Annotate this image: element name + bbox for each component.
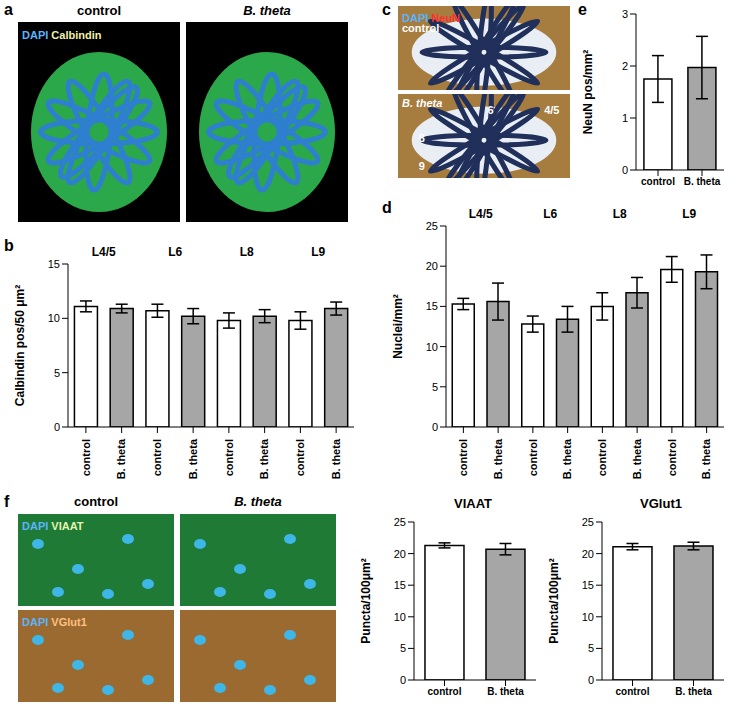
html-text:VGlut1: VGlut1 — [640, 496, 682, 511]
svg-text:control: control — [80, 439, 92, 476]
svg-text:10: 10 — [426, 341, 438, 353]
svg-text:2: 2 — [622, 60, 628, 72]
svg-text:0: 0 — [588, 674, 594, 686]
svg-text:L9: L9 — [311, 245, 325, 259]
svg-text:20: 20 — [582, 548, 594, 560]
svg-text:Puncta/100μm²: Puncta/100μm² — [548, 558, 561, 643]
svg-text:control: control — [527, 439, 539, 476]
svg-text:L6: L6 — [543, 207, 557, 221]
svg-text:20: 20 — [394, 548, 406, 560]
html-text:B. theta: B. theta — [402, 97, 443, 109]
html-text:8: 8 — [418, 131, 425, 144]
svg-text:control: control — [223, 439, 235, 476]
svg-text:control: control — [666, 439, 678, 476]
svg-text:control: control — [294, 439, 306, 476]
svg-text:B. theta: B. theta — [330, 438, 342, 479]
svg-text:5: 5 — [432, 381, 438, 393]
svg-text:B. theta: B. theta — [631, 438, 643, 479]
svg-text:control: control — [151, 439, 163, 476]
svg-text:B. theta: B. theta — [487, 686, 524, 697]
svg-text:L6: L6 — [168, 245, 182, 259]
html-text:f: f — [4, 493, 10, 510]
svg-text:3: 3 — [622, 8, 628, 20]
svg-text:0: 0 — [432, 421, 438, 433]
svg-text:Puncta/100μm²: Puncta/100μm² — [360, 558, 373, 643]
svg-text:0: 0 — [622, 164, 628, 176]
svg-text:10: 10 — [394, 611, 406, 623]
svg-text:control: control — [457, 439, 469, 476]
svg-text:L8: L8 — [240, 245, 254, 259]
html-text:B. theta: B. theta — [234, 494, 282, 509]
svg-text:0: 0 — [400, 674, 406, 686]
svg-text:B. theta: B. theta — [115, 438, 127, 479]
svg-text:15: 15 — [394, 579, 406, 591]
svg-text:L8: L8 — [613, 207, 627, 221]
svg-text:10: 10 — [48, 312, 60, 324]
svg-text:5: 5 — [588, 642, 594, 654]
svg-text:25: 25 — [394, 516, 406, 528]
svg-text:10: 10 — [582, 611, 594, 623]
html-text:control: control — [74, 494, 118, 509]
html-text:DAPI NeuN: DAPI NeuN — [402, 12, 461, 24]
svg-text:NeuN pos/mm²: NeuN pos/mm² — [582, 50, 595, 135]
svg-text:Calbindin pos/50 μm²: Calbindin pos/50 μm² — [14, 285, 27, 406]
html-text:a: a — [4, 1, 13, 18]
svg-text:15: 15 — [426, 300, 438, 312]
svg-text:control: control — [616, 686, 650, 697]
svg-text:control: control — [641, 176, 675, 187]
html-text:DAPI Calbindin: DAPI Calbindin — [22, 29, 102, 41]
svg-text:B. theta: B. theta — [187, 438, 199, 479]
html-text:B. theta: B. theta — [243, 3, 291, 18]
svg-text:L9: L9 — [682, 207, 696, 221]
html-text:c: c — [382, 1, 391, 18]
svg-text:15: 15 — [582, 579, 594, 591]
html-text:9: 9 — [418, 159, 425, 172]
svg-text:control: control — [428, 686, 462, 697]
svg-text:0: 0 — [54, 421, 60, 433]
svg-text:B. theta: B. theta — [561, 438, 573, 479]
html-text:DAPI VGlut1: DAPI VGlut1 — [22, 616, 87, 628]
svg-text:L4/5: L4/5 — [92, 245, 116, 259]
html-text:control: control — [77, 3, 121, 18]
svg-text:control: control — [596, 439, 608, 476]
html-text:4/5: 4/5 — [544, 104, 560, 117]
html-text:e: e — [578, 1, 587, 18]
svg-text:B. theta: B. theta — [258, 438, 270, 479]
svg-text:5: 5 — [54, 367, 60, 379]
svg-text:20: 20 — [426, 260, 438, 272]
html-text:6: 6 — [487, 104, 494, 117]
svg-text:25: 25 — [426, 220, 438, 232]
svg-text:B. theta: B. theta — [700, 438, 712, 479]
html-text:DAPI VIAAT: DAPI VIAAT — [22, 520, 84, 532]
svg-text:5: 5 — [400, 642, 406, 654]
svg-text:L4/5: L4/5 — [469, 207, 493, 221]
svg-text:B. theta: B. theta — [492, 438, 504, 479]
svg-text:Nuclei/mm²: Nuclei/mm² — [392, 294, 405, 359]
html-text:control: control — [402, 22, 440, 34]
html-text:VIAAT: VIAAT — [454, 496, 492, 511]
svg-text:15: 15 — [48, 258, 60, 270]
svg-text:B. theta: B. theta — [684, 176, 721, 187]
html-text:b: b — [4, 237, 14, 254]
svg-text:1: 1 — [622, 112, 628, 124]
html-text:d: d — [382, 199, 392, 216]
svg-text:B. theta: B. theta — [675, 686, 712, 697]
svg-text:25: 25 — [582, 516, 594, 528]
